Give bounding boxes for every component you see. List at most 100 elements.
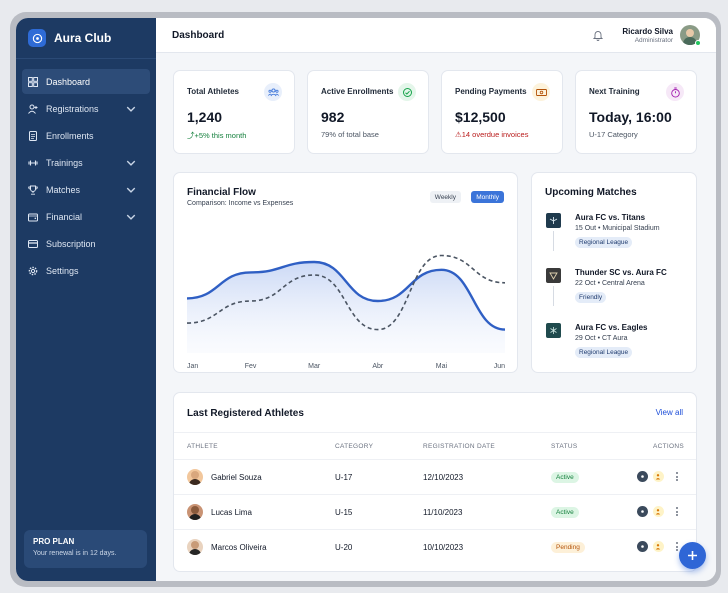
sidebar-item-enrollments[interactable]: Enrollments bbox=[22, 123, 150, 148]
user-name: Ricardo Silva bbox=[622, 26, 673, 36]
stat-card-next-training[interactable]: Next Training Today, 16:00 U-17 Category bbox=[575, 70, 697, 154]
athlete-name: Gabriel Souza bbox=[211, 473, 262, 482]
trend-up-icon: ⤴ bbox=[187, 131, 195, 140]
athlete-name: Marcos Oliveira bbox=[211, 543, 267, 552]
stat-label: Pending Payments bbox=[455, 87, 527, 96]
sidebar-item-subscription[interactable]: Subscription bbox=[22, 231, 150, 256]
match-name: Aura FC vs. Titans bbox=[575, 213, 646, 222]
match-info: 29 Oct • CT Aura bbox=[575, 335, 628, 342]
athlete-avatar bbox=[187, 469, 203, 485]
athlete-category: U-20 bbox=[335, 543, 353, 552]
match-info: 22 Oct • Central Arena bbox=[575, 280, 645, 287]
edit-user-icon[interactable] bbox=[653, 471, 664, 482]
sidebar-item-matches[interactable]: Matches bbox=[22, 177, 150, 202]
sidebar-nav: Dashboard Registrations Enrollments Trai… bbox=[16, 69, 156, 283]
x-tick-label: Jun bbox=[494, 363, 505, 370]
stat-card-pending-payments[interactable]: Pending Payments $12,500 ⚠14 overdue inv… bbox=[441, 70, 563, 154]
table-row[interactable]: Lucas Lima U-15 11/10/2023 Active bbox=[174, 495, 696, 530]
sidebar-item-label: Subscription bbox=[46, 238, 96, 249]
x-tick-label: Mai bbox=[436, 363, 448, 370]
x-tick-label: Mar bbox=[308, 363, 321, 370]
stat-label: Active Enrollments bbox=[321, 87, 394, 96]
athlete-category: U-15 bbox=[335, 508, 353, 517]
app-window: Aura Club Dashboard Registrations Enroll… bbox=[16, 18, 716, 581]
team-crest-icon bbox=[546, 268, 561, 283]
divider bbox=[16, 58, 156, 59]
add-button[interactable] bbox=[679, 542, 706, 569]
athletes-table-card: Last Registered Athletes View all ATHLET… bbox=[173, 392, 697, 572]
status-badge: Active bbox=[551, 472, 579, 483]
stat-sub: U-17 Category bbox=[589, 130, 638, 139]
chevron-down-icon bbox=[126, 106, 136, 112]
trophy-icon bbox=[28, 185, 38, 195]
match-competition-badge: Regional League bbox=[575, 347, 633, 358]
brand: Aura Club bbox=[16, 18, 156, 58]
edit-user-icon[interactable] bbox=[653, 506, 664, 517]
sidebar-item-financial[interactable]: Financial bbox=[22, 204, 150, 229]
view-icon[interactable] bbox=[637, 471, 648, 482]
view-all-link[interactable]: View all bbox=[655, 408, 683, 417]
table-title: Last Registered Athletes bbox=[187, 408, 304, 419]
topbar: Dashboard Ricardo Silva Administrator bbox=[156, 18, 716, 53]
match-info: 15 Out • Municipal Stadium bbox=[575, 225, 660, 232]
upcoming-matches-card: Upcoming Matches Aura FC vs. Titans 15 O… bbox=[531, 172, 697, 373]
stat-card-total-athletes[interactable]: Total Athletes 1,240 ⤴+5% this month bbox=[173, 70, 295, 154]
financial-flow-chart: Jan Fev Mar Abr Mai Jun bbox=[186, 254, 506, 370]
stat-label: Total Athletes bbox=[187, 87, 240, 96]
more-options-icon[interactable] bbox=[675, 542, 679, 551]
match-name: Thunder SC vs. Aura FC bbox=[575, 268, 667, 277]
dumbbell-icon bbox=[28, 160, 38, 165]
chevron-down-icon bbox=[126, 214, 136, 220]
match-name: Aura FC vs. Eagles bbox=[575, 323, 648, 332]
table-row[interactable]: Marcos Oliveira U-20 10/10/2023 Pending bbox=[174, 530, 696, 565]
stopwatch-icon bbox=[666, 83, 684, 101]
plan-renewal-text: Your renewal is in 12 days. bbox=[33, 550, 117, 557]
toggle-monthly[interactable]: Monthly bbox=[471, 191, 504, 203]
bell-icon[interactable] bbox=[592, 29, 604, 41]
more-options-icon[interactable] bbox=[675, 472, 679, 481]
registration-date: 10/10/2023 bbox=[423, 543, 464, 552]
status-badge: Pending bbox=[551, 542, 585, 553]
user-avatar[interactable] bbox=[680, 25, 701, 46]
user-info[interactable]: Ricardo Silva Administrator bbox=[622, 27, 673, 44]
table-row[interactable]: Gabriel Souza U-17 12/10/2023 Active bbox=[174, 460, 696, 495]
more-options-icon[interactable] bbox=[675, 507, 679, 516]
upcoming-matches-title: Upcoming Matches bbox=[545, 187, 637, 198]
stat-card-active-enrollments[interactable]: Active Enrollments 982 79% of total base bbox=[307, 70, 429, 154]
stat-sub: +5% this month bbox=[194, 131, 247, 140]
stat-value: 1,240 bbox=[187, 109, 223, 125]
series-area-fill bbox=[187, 262, 505, 353]
sidebar-item-settings[interactable]: Settings bbox=[22, 258, 150, 283]
view-icon[interactable] bbox=[637, 506, 648, 517]
pro-plan-card[interactable]: PRO PLAN Your renewal is in 12 days. bbox=[24, 530, 147, 568]
view-icon[interactable] bbox=[637, 541, 648, 552]
toggle-weekly[interactable]: Weekly bbox=[429, 191, 461, 203]
check-circle-icon bbox=[398, 83, 416, 101]
athlete-category: U-17 bbox=[335, 473, 353, 482]
stat-value: $12,500 bbox=[455, 109, 506, 125]
athlete-avatar bbox=[187, 504, 203, 520]
team-icon bbox=[264, 83, 282, 101]
device-frame: Aura Club Dashboard Registrations Enroll… bbox=[10, 12, 721, 587]
column-header-category: CATEGORY bbox=[335, 443, 374, 450]
stat-sub: 79% of total base bbox=[321, 130, 379, 139]
card-icon bbox=[28, 239, 38, 248]
sidebar-item-registrations[interactable]: Registrations bbox=[22, 96, 150, 121]
edit-user-icon[interactable] bbox=[653, 541, 664, 552]
table-header: ATHLETE CATEGORY REGISTRATION DATE STATU… bbox=[174, 432, 696, 460]
club-logo-icon bbox=[28, 29, 46, 47]
registration-date: 11/10/2023 bbox=[423, 508, 463, 517]
sidebar-item-trainings[interactable]: Trainings bbox=[22, 150, 150, 175]
stat-sub: 14 overdue invoices bbox=[461, 130, 529, 139]
column-header-athlete: ATHLETE bbox=[187, 443, 218, 450]
chevron-down-icon bbox=[126, 187, 136, 193]
series-line-2 bbox=[186, 254, 506, 331]
brand-name: Aura Club bbox=[54, 31, 112, 45]
user-plus-icon bbox=[28, 104, 38, 114]
grid-icon bbox=[28, 76, 38, 87]
user-role: Administrator bbox=[634, 36, 673, 44]
sidebar-item-dashboard[interactable]: Dashboard bbox=[22, 69, 150, 94]
sidebar-item-label: Matches bbox=[46, 184, 81, 195]
athlete-name: Lucas Lima bbox=[211, 508, 252, 517]
main-content: Dashboard Ricardo Silva Administrator To… bbox=[156, 18, 716, 581]
